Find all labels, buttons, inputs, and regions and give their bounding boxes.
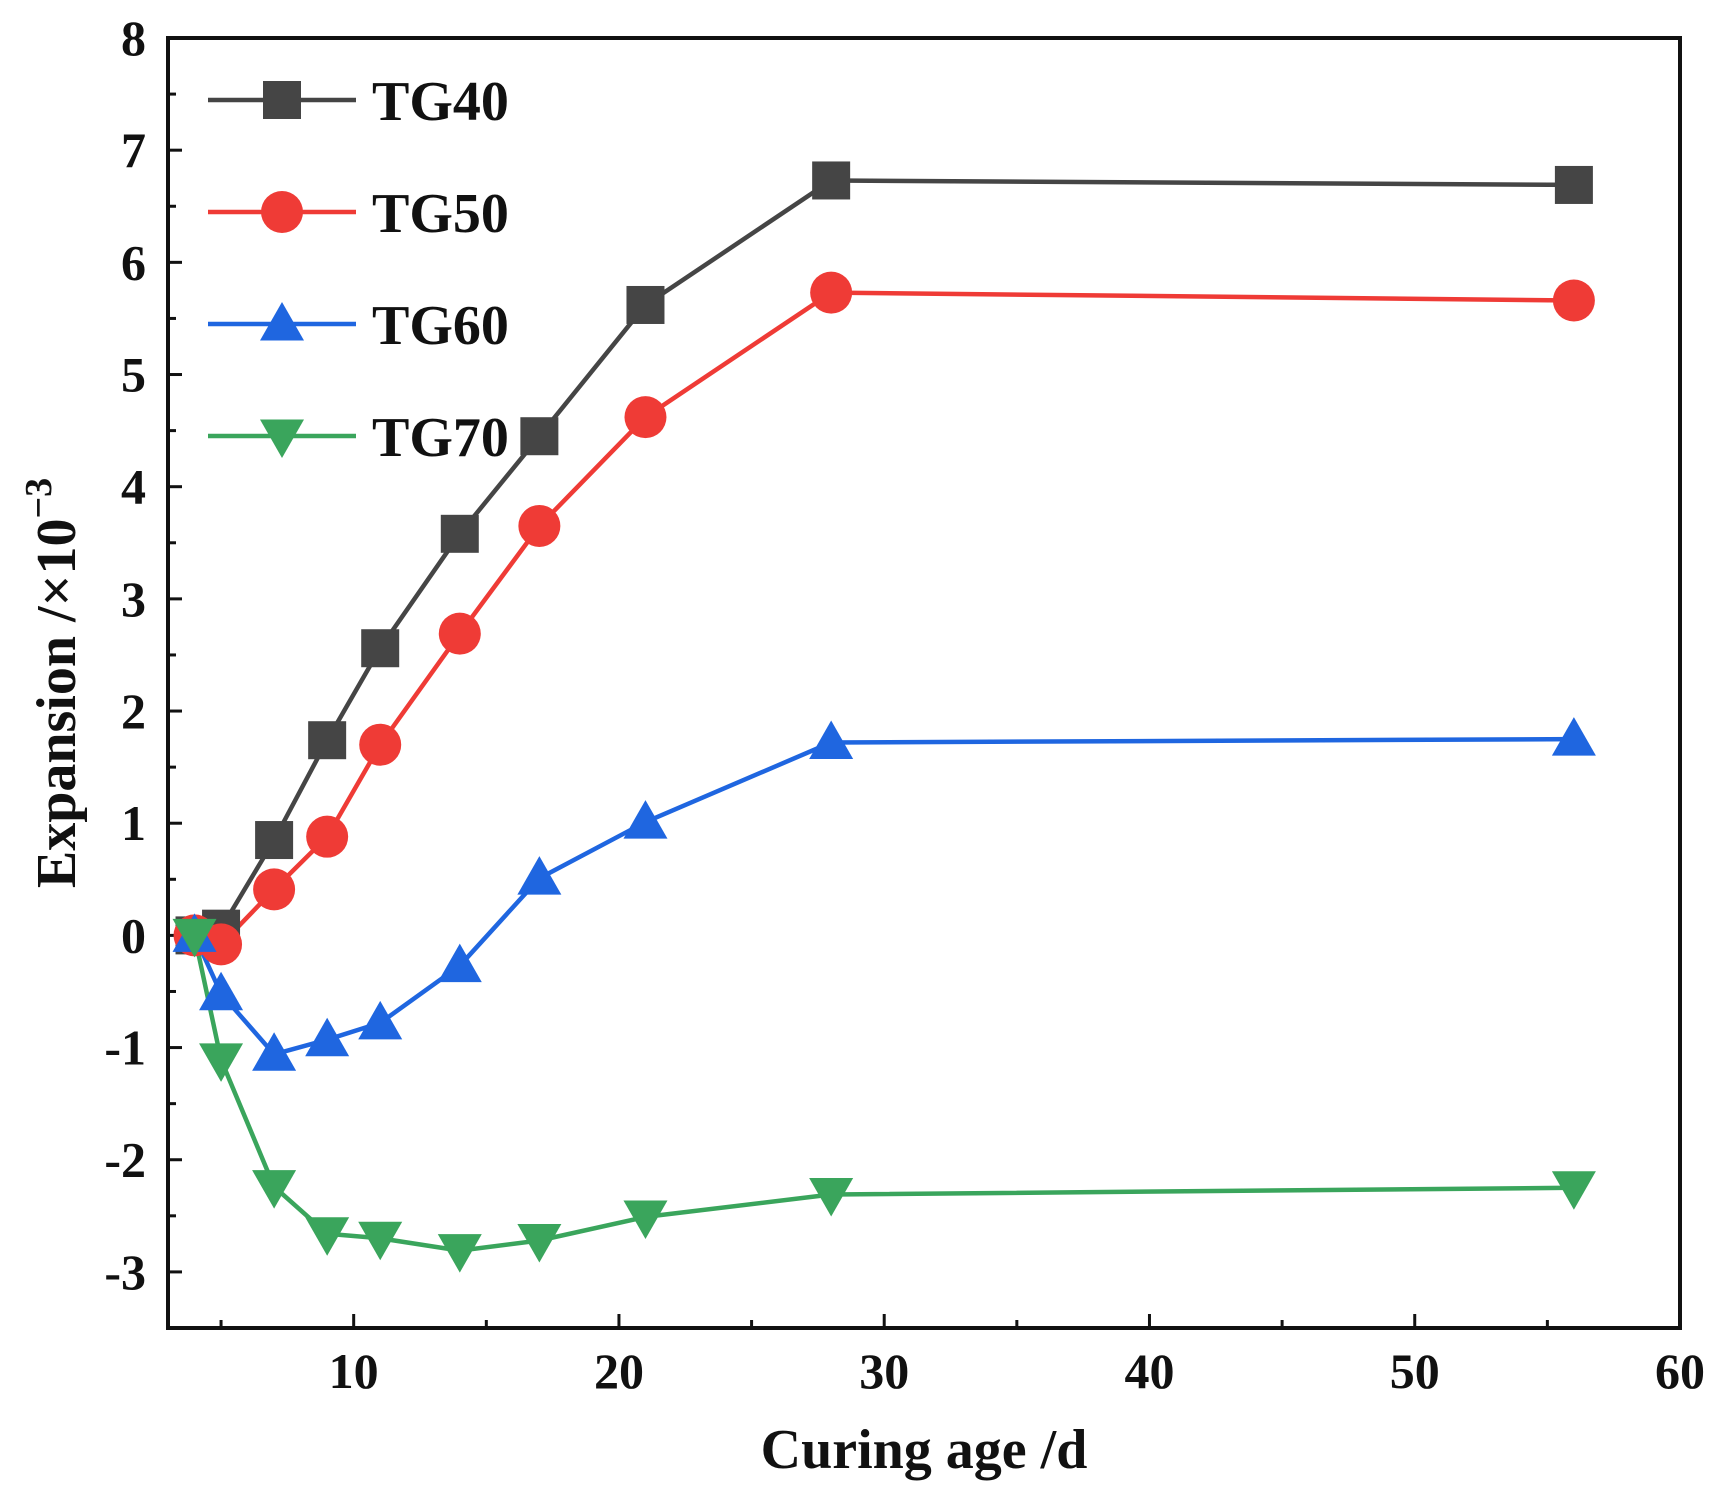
- data-point-tg40: [361, 629, 400, 668]
- data-point-tg60: [809, 720, 854, 759]
- y-tick-label: 8: [121, 10, 146, 66]
- y-axis-label-main: Expansion /×10: [26, 519, 88, 889]
- series-markers-tg60: [172, 717, 1596, 1071]
- data-point-tg50: [624, 396, 667, 439]
- series-line-tg60: [192, 736, 1574, 1057]
- series-markers-group: [172, 161, 1596, 1273]
- data-point-tg60: [1551, 717, 1596, 756]
- data-point-tg50: [1552, 279, 1595, 322]
- data-point-tg40: [812, 161, 851, 200]
- data-point-tg40: [440, 514, 479, 553]
- legend-label-tg70: TG70: [372, 407, 509, 469]
- y-tick-label: 1: [121, 795, 146, 851]
- data-point-tg40: [626, 285, 665, 324]
- x-tick-labels-group: 10 20 30 40 50 60: [329, 1343, 1705, 1399]
- legend-item-tg50: TG50: [208, 183, 509, 245]
- y-tick-label: -1: [104, 1020, 146, 1076]
- data-point-tg70: [809, 1178, 854, 1217]
- plot-frame: [166, 36, 1682, 1330]
- legend: TG40 TG50 TG60 TG70: [208, 71, 509, 469]
- data-point-tg40: [308, 721, 347, 760]
- y-tick-label: 6: [121, 234, 146, 290]
- x-tick-label: 60: [1655, 1343, 1705, 1399]
- legend-label-tg60: TG60: [372, 295, 509, 357]
- data-point-tg60: [437, 943, 482, 983]
- data-point-tg70: [623, 1200, 668, 1239]
- series-line-tg70: [192, 934, 1574, 1253]
- y-tick-labels-group: -3 -2 -1 0 1 2 3 4 5 6 7 8: [104, 10, 146, 1300]
- data-point-tg50: [810, 271, 853, 314]
- data-point-tg70: [358, 1221, 403, 1261]
- data-point-tg60: [305, 1017, 350, 1057]
- x-tick-label: 50: [1390, 1343, 1440, 1399]
- legend-marker-tg70: [260, 419, 304, 458]
- data-point-tg50: [200, 923, 243, 966]
- data-point-tg40: [1554, 165, 1593, 204]
- x-tick-label: 10: [329, 1343, 379, 1399]
- data-point-tg50: [253, 868, 296, 911]
- y-tick-label: 5: [121, 347, 146, 403]
- y-tick-label: 3: [121, 571, 146, 627]
- y-tick-label: 4: [121, 459, 146, 515]
- y-tick-label: -2: [104, 1132, 146, 1188]
- x-axis-label: Curing age /d: [761, 1419, 1088, 1481]
- data-point-tg50: [518, 504, 561, 547]
- series-markers-tg70: [172, 918, 1596, 1273]
- series-lines-group: [192, 178, 1574, 1253]
- legend-marker-tg50: [261, 191, 303, 233]
- series-line-tg50: [193, 290, 1574, 947]
- legend-label-tg50: TG50: [372, 183, 509, 245]
- data-point-tg70: [517, 1224, 562, 1263]
- legend-item-tg70: TG70: [208, 407, 509, 469]
- data-point-tg40: [520, 417, 559, 456]
- data-point-tg70: [199, 1043, 244, 1082]
- legend-marker-tg60: [260, 302, 304, 341]
- data-point-tg60: [358, 1000, 403, 1040]
- y-axis-label: Expansion /×10−3: [18, 478, 88, 888]
- data-point-tg70: [437, 1234, 482, 1273]
- data-point-tg60: [252, 1032, 297, 1071]
- x-tick-label: 30: [859, 1343, 909, 1399]
- y-tick-label: 2: [121, 683, 146, 739]
- series-line-tg40: [193, 178, 1574, 938]
- legend-item-tg40: TG40: [208, 71, 509, 133]
- data-point-tg50: [306, 815, 349, 858]
- data-point-tg50: [359, 723, 402, 766]
- data-point-tg70: [172, 918, 217, 958]
- data-point-tg70: [252, 1170, 297, 1209]
- data-point-tg60: [199, 971, 244, 1011]
- legend-label-tg40: TG40: [372, 71, 509, 133]
- data-point-tg50: [438, 612, 481, 655]
- x-tick-label: 40: [1124, 1343, 1174, 1399]
- data-point-tg60: [623, 800, 668, 839]
- x-tick-label: 20: [594, 1343, 644, 1399]
- data-point-tg40: [255, 821, 294, 860]
- legend-marker-tg40: [263, 81, 301, 119]
- data-point-tg60: [517, 856, 562, 895]
- data-point-tg70: [305, 1217, 350, 1256]
- y-tick-label: 7: [121, 122, 146, 178]
- y-tick-label: 0: [121, 907, 146, 963]
- y-axis-label-exponent: −3: [18, 478, 60, 519]
- y-tick-label: -3: [104, 1244, 146, 1300]
- data-point-tg70: [1551, 1171, 1596, 1210]
- legend-item-tg60: TG60: [208, 295, 509, 357]
